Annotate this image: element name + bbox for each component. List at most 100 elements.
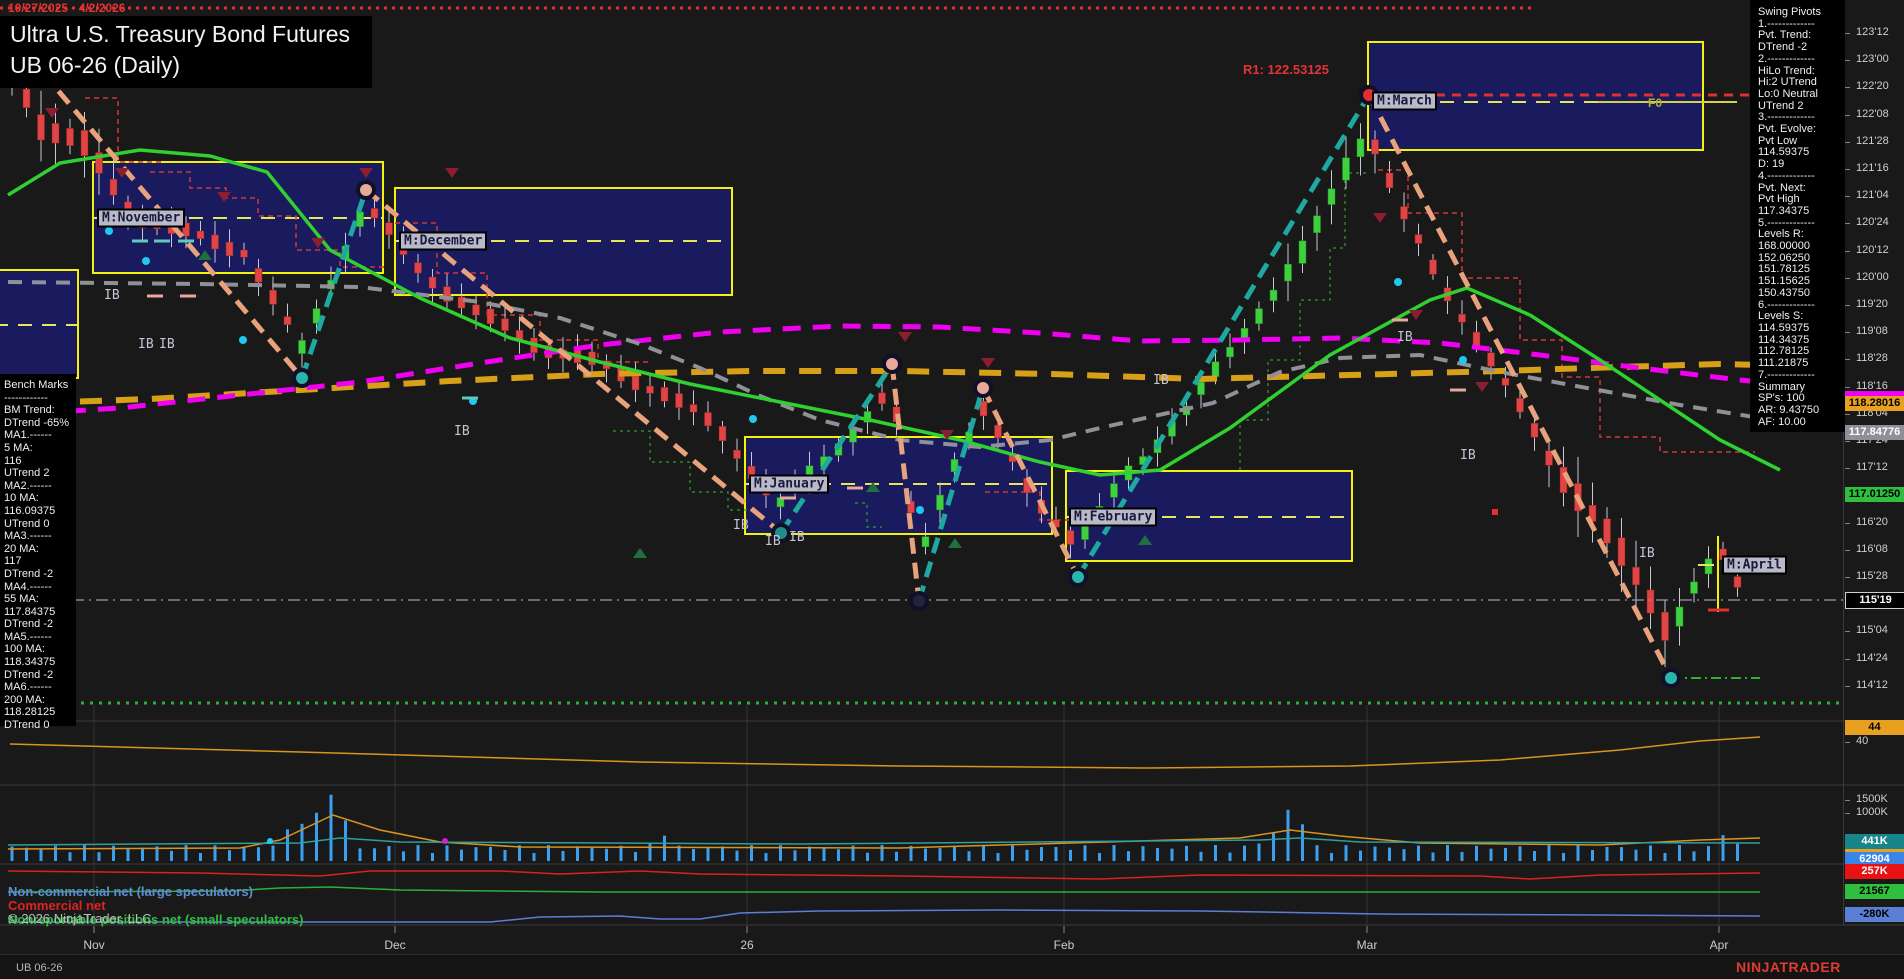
price-tick	[1845, 141, 1850, 143]
price-tick	[1845, 195, 1850, 197]
price-tick	[1845, 250, 1850, 252]
cot-panel-layer	[7, 870, 1761, 933]
indicator-badge: 44	[1845, 720, 1904, 735]
price-tick-label: 118'28	[1856, 352, 1888, 364]
inside-bar-label: IB	[138, 337, 154, 352]
up-triangle-icon	[198, 250, 212, 260]
time-axis-label[interactable]: Nov	[83, 938, 105, 952]
bench-marks-line: 55 MA:	[4, 593, 39, 606]
bench-marks-line: MA4.------	[4, 580, 52, 593]
price-tick	[1845, 358, 1850, 360]
month-marker-chip[interactable]: M:November	[97, 208, 186, 228]
price-tick-label: 119'20	[1856, 298, 1888, 310]
price-tick-label: 123'00	[1856, 53, 1889, 65]
price-tick-label: 120'12	[1856, 244, 1889, 256]
axis-tick	[1845, 812, 1850, 814]
price-tick	[1845, 304, 1850, 306]
bench-marks-line: 5 MA:	[4, 441, 33, 454]
price-tick	[1845, 386, 1850, 388]
down-triangle-icon	[359, 168, 373, 178]
price-badge: 117.84776	[1845, 425, 1904, 440]
price-tick	[1845, 222, 1850, 224]
price-tick	[1845, 467, 1850, 469]
swing-pivots-line: UTrend 2	[1758, 99, 1804, 112]
time-axis-label[interactable]: Apr	[1709, 938, 1729, 952]
swing-pivots-line: 152.06250	[1758, 251, 1810, 264]
bench-marks-line: 117.84375	[4, 605, 56, 618]
price-tick-label: 115'28	[1856, 570, 1888, 582]
bench-marks-line: BM Trend:	[4, 404, 55, 417]
chart-title: Ultra U.S. Treasury Bond Futures	[10, 21, 351, 47]
price-tick-label: 120'24	[1856, 216, 1889, 228]
price-tick	[1845, 168, 1850, 170]
time-axis-label[interactable]: Feb	[1053, 938, 1075, 952]
swing-pivots-line: Summary	[1758, 380, 1806, 393]
swing-pivots-line: Levels S:	[1758, 310, 1804, 323]
swing-pivots-line: 1.-------------	[1758, 17, 1815, 30]
price-axis[interactable]	[1843, 0, 1904, 925]
bench-marks-line: UTrend 2	[4, 467, 50, 480]
swing-pivots-line: 7.-------------	[1758, 368, 1815, 381]
bench-marks-line: UTrend 0	[4, 517, 50, 530]
axis-tick-label: 1000K	[1856, 806, 1888, 818]
cyan-dot-icon	[239, 336, 247, 344]
up-triangle-icon	[1138, 535, 1152, 545]
time-axis-label[interactable]: 26	[740, 938, 754, 952]
r1-level-label[interactable]: R1: 122.53125	[1243, 62, 1330, 77]
cyan-dot-icon	[105, 227, 113, 235]
price-tick-label: 118'16	[1856, 380, 1888, 392]
swing-pivots-line: 117.34375	[1758, 204, 1810, 217]
pivot-circle	[1661, 668, 1681, 688]
chart-subtitle: UB 06-26 (Daily)	[10, 52, 180, 78]
cyan-dot-icon	[1459, 356, 1467, 364]
swing-pivots-line: 6.-------------	[1758, 298, 1815, 311]
price-tick	[1845, 658, 1850, 660]
pivot-circle	[1068, 567, 1088, 587]
pivot-circle	[292, 368, 312, 388]
inside-bar-label: IB	[1153, 373, 1169, 388]
bench-marks-line: MA6.------	[4, 681, 52, 694]
swing-pivots-panel: Swing Pivots 1.------------- Pvt. Trend: DT…	[1750, 0, 1845, 432]
price-tick	[1845, 277, 1850, 279]
bench-marks-line: 10 MA:	[4, 492, 39, 505]
price-tick-label: 121'28	[1856, 135, 1889, 147]
up-triangle-icon	[633, 548, 647, 558]
swing-pivots-line: Pvt Low	[1758, 134, 1798, 147]
up-triangle-icon	[866, 482, 880, 492]
price-tick-label: 120'00	[1856, 271, 1889, 283]
month-marker-chip[interactable]: M:February	[1069, 507, 1158, 527]
swing-pivots-line: 114.59375	[1758, 146, 1810, 159]
bench-marks-line: 118.34375	[4, 656, 56, 669]
price-tick	[1845, 549, 1850, 551]
price-tick	[1845, 685, 1850, 687]
time-axis-label[interactable]: Dec	[384, 938, 406, 952]
cyan-dot-icon	[142, 257, 150, 265]
inside-bar-label: IB	[1397, 330, 1413, 345]
marker-layer	[45, 85, 1681, 688]
f0-level-label[interactable]: F0	[1648, 96, 1663, 110]
time-axis-label[interactable]: Mar	[1356, 938, 1378, 952]
swing-pivots-text: Swing Pivots 1.------------- Pvt. Trend: DT…	[1750, 0, 1845, 428]
inside-bar-label: IB	[159, 337, 175, 352]
price-badge: 115'19	[1845, 592, 1904, 609]
price-tick	[1845, 522, 1850, 524]
price-tick	[1845, 59, 1850, 61]
bench-marks-line: 20 MA:	[4, 542, 39, 555]
moving-average-layer	[7, 148, 1801, 477]
instrument-tab[interactable]: UB 06-26	[16, 962, 63, 974]
month-marker-chip[interactable]: M:April	[1722, 555, 1787, 575]
month-marker-chip[interactable]: M:March	[1372, 91, 1437, 111]
swing-pivots-line: Pvt. Evolve:	[1758, 123, 1817, 136]
month-marker-chip[interactable]: M:January	[749, 474, 830, 494]
inside-bar-label: IB	[1639, 546, 1655, 561]
month-marker-chip[interactable]: M:December	[399, 231, 488, 251]
visible-date-range: 10/27/2025 - 4/2/2026	[8, 1, 126, 15]
swing-pivots-line: 150.43750	[1758, 286, 1810, 299]
price-tick-label: 121'16	[1856, 162, 1889, 174]
indicator-panel-layer	[9, 736, 1761, 769]
tab-bar: UB 06-26 NINJATRADER	[0, 954, 1904, 979]
swing-pivots-line: Swing Pivots	[1758, 6, 1821, 18]
pivot-circle	[909, 591, 929, 611]
